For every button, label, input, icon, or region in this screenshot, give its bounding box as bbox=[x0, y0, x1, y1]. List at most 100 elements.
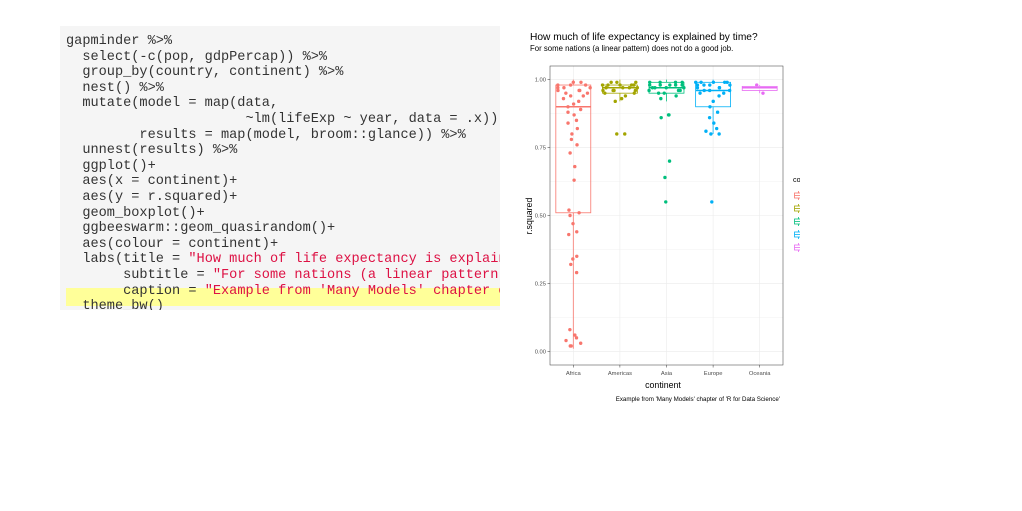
data-point bbox=[575, 143, 579, 147]
data-point bbox=[635, 86, 640, 90]
x-tick-label: Asia bbox=[661, 371, 673, 377]
data-point bbox=[578, 88, 582, 93]
data-point bbox=[606, 83, 610, 87]
data-point bbox=[659, 96, 663, 101]
data-point bbox=[567, 232, 571, 237]
code-text: group_by(country, continent) %>% bbox=[66, 65, 344, 81]
code-text: gapminder %>% bbox=[66, 34, 173, 49]
data-point bbox=[604, 86, 608, 90]
data-point bbox=[571, 221, 575, 226]
data-point bbox=[562, 86, 566, 90]
code-text: subtitle = bbox=[66, 267, 213, 283]
code-text: results = map(model, broom::glance)) %>% bbox=[66, 127, 466, 143]
data-point bbox=[583, 83, 588, 87]
data-point bbox=[727, 88, 732, 93]
box-rect bbox=[555, 84, 592, 214]
data-point bbox=[573, 164, 577, 169]
data-point bbox=[575, 230, 579, 234]
data-point bbox=[711, 80, 716, 85]
code-text: geom_boxplot()+ bbox=[66, 205, 205, 221]
data-point bbox=[567, 208, 571, 212]
data-point bbox=[725, 80, 729, 85]
code-text: ggbeeswarm::geom_quasirandom()+ bbox=[66, 221, 336, 237]
data-point bbox=[568, 94, 573, 98]
code-line-highlight bbox=[66, 288, 500, 306]
data-point bbox=[715, 110, 720, 114]
code-block: gapminder %>% select(-c(pop, gdpPercap))… bbox=[66, 34, 500, 310]
data-point bbox=[571, 80, 575, 85]
y-tick-label: 1.00 bbox=[535, 78, 546, 84]
data-point bbox=[704, 129, 708, 133]
data-point bbox=[674, 94, 678, 98]
code-line: ggbeeswarm::geom_quasirandom()+ bbox=[66, 221, 500, 237]
data-point bbox=[556, 88, 560, 93]
data-point bbox=[673, 83, 678, 87]
code-line: aes(colour = continent)+ bbox=[66, 237, 500, 253]
data-point bbox=[574, 336, 579, 340]
code-line: ggplot()+ bbox=[66, 159, 500, 175]
data-point bbox=[575, 126, 580, 131]
data-point bbox=[577, 211, 581, 215]
r-squared-beeswarm-chart: How much of life expectancy is explained… bbox=[524, 32, 800, 403]
data-point bbox=[574, 270, 579, 275]
data-point bbox=[601, 88, 605, 93]
data-point bbox=[664, 200, 668, 204]
legend: continentAfricaAmericasAsiaEuropeOceania bbox=[793, 175, 800, 253]
data-point bbox=[556, 83, 560, 87]
data-point bbox=[577, 99, 581, 104]
x-tick-label: Africa bbox=[566, 371, 582, 377]
data-point bbox=[712, 121, 716, 125]
code-line: aes(y = r.squared)+ bbox=[66, 190, 500, 206]
data-point bbox=[619, 96, 624, 101]
data-point bbox=[761, 91, 765, 95]
data-point bbox=[708, 83, 712, 87]
data-point bbox=[658, 80, 662, 85]
code-line: aes(x = continent)+ bbox=[66, 174, 500, 190]
data-point bbox=[678, 88, 682, 93]
data-point bbox=[566, 110, 570, 114]
code-line: ~lm(lifeExp ~ year, data = .x)), bbox=[66, 112, 500, 128]
data-point bbox=[682, 86, 686, 90]
data-point bbox=[658, 83, 662, 87]
data-point bbox=[709, 132, 713, 136]
data-point bbox=[588, 86, 592, 90]
code-line: unnest(results) %>% bbox=[66, 143, 500, 159]
data-point bbox=[647, 88, 651, 93]
data-point bbox=[699, 80, 703, 85]
y-tick-label: 0.00 bbox=[535, 349, 546, 355]
plot-panel: 0.00 0.25 0.50 0.75 1.00 Africa Americas Asia Eu… bbox=[535, 65, 784, 377]
x-tick-label: Europe bbox=[704, 371, 723, 377]
data-point bbox=[600, 83, 605, 87]
data-point bbox=[566, 121, 570, 125]
data-point bbox=[569, 137, 574, 142]
data-point bbox=[722, 91, 726, 95]
data-point bbox=[667, 159, 672, 163]
data-point bbox=[667, 113, 671, 117]
chart-caption: Example from 'Many Models' chapter of 'R… bbox=[616, 396, 780, 403]
code-line: results = map(model, broom::glance)) %>% bbox=[66, 128, 500, 144]
x-tick-label: Oceania bbox=[749, 371, 771, 377]
data-point bbox=[656, 91, 661, 95]
code-text: aes(colour = continent)+ bbox=[66, 236, 279, 252]
data-point bbox=[673, 80, 678, 85]
chart-title: How much of life expectancy is explained… bbox=[530, 32, 758, 43]
data-point bbox=[755, 83, 759, 87]
data-point bbox=[648, 83, 652, 87]
data-point bbox=[694, 80, 698, 85]
code-line: mutate(model = map(data, bbox=[66, 96, 500, 112]
data-point bbox=[568, 83, 573, 87]
data-point bbox=[578, 341, 583, 345]
code-text: ggplot()+ bbox=[66, 158, 156, 174]
code-line: labs(title = "How much of life expectanc… bbox=[66, 252, 500, 268]
code-line: subtitle = "For some nations (a linear p… bbox=[66, 268, 500, 284]
data-point bbox=[668, 83, 672, 87]
data-point bbox=[569, 262, 573, 267]
data-point bbox=[710, 200, 714, 204]
data-point bbox=[623, 94, 628, 98]
data-point bbox=[629, 83, 634, 87]
data-point bbox=[717, 86, 722, 90]
data-point bbox=[561, 96, 566, 101]
chart-subtitle: For some nations (a linear pattern) does… bbox=[530, 44, 733, 53]
legend-title: continent bbox=[793, 175, 800, 184]
data-point bbox=[575, 254, 579, 258]
